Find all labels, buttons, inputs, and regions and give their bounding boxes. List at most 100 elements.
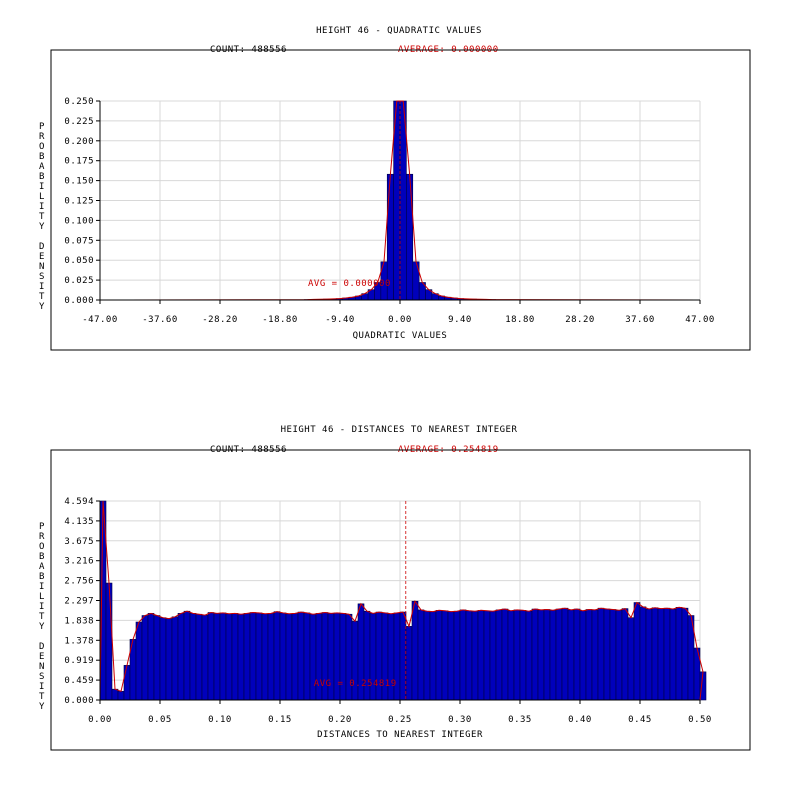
histogram-bar (291, 613, 299, 701)
chart1-title: HEIGHT 46 - QUADRATIC VALUES (316, 26, 482, 36)
histogram-bar (261, 613, 269, 701)
x-tick-label: -18.80 (262, 315, 298, 325)
y-tick-label: 0.025 (64, 276, 94, 286)
histogram-bar (406, 173, 414, 301)
x-tick-label: 0.30 (448, 715, 472, 725)
y-tick-label: 4.135 (64, 517, 94, 527)
histogram-bar (615, 610, 623, 701)
histogram-bar (471, 610, 479, 701)
x-tick-label: 0.05 (148, 715, 172, 725)
x-tick-label: -28.20 (202, 315, 238, 325)
x-tick-label: 18.80 (505, 315, 535, 325)
histogram-bar (297, 611, 305, 701)
histogram-bar (609, 609, 617, 701)
histogram-bar (447, 611, 455, 701)
y-tick-label: 0.225 (64, 117, 94, 127)
y-axis-label-char: B (39, 552, 45, 562)
y-tick-label: 3.216 (64, 557, 94, 567)
plot-layer: -47.00 -37.60 -28.20 -18.80 -9.40 0.00 9.40 18.… (39, 97, 715, 725)
histogram-bar (399, 611, 407, 701)
x-tick-label: -47.00 (82, 315, 118, 325)
histogram-bar (645, 608, 653, 701)
y-axis-label-char: S (39, 672, 45, 682)
histogram-bar (279, 612, 287, 701)
histogram-bar (441, 610, 449, 701)
histogram-bar (435, 610, 443, 701)
histogram-bar (405, 626, 413, 701)
y-axis-label-char: I (39, 202, 45, 212)
chart1-x-axis-label: QUADRATIC VALUES (353, 331, 448, 341)
y-tick-label: 0.125 (64, 197, 94, 207)
y-tick-label: 1.838 (64, 616, 94, 626)
y-axis-label-char: D (39, 642, 45, 652)
histogram-bar (273, 611, 281, 701)
x-tick-label: 28.20 (565, 315, 595, 325)
x-tick-label: 0.20 (328, 715, 352, 725)
histogram-bar (105, 582, 113, 701)
x-tick-label: 0.15 (268, 715, 292, 725)
histogram-bar (123, 665, 131, 701)
y-tick-label: 0.919 (64, 656, 94, 666)
histogram-bar (117, 691, 125, 701)
y-axis-label-char: R (39, 132, 45, 142)
y-tick-label: 0.250 (64, 97, 94, 107)
histogram-bar (171, 616, 179, 701)
histogram-bar (189, 613, 197, 701)
average-annotation: AVG = 0.000000 (308, 279, 391, 289)
histogram-bar (621, 608, 629, 701)
y-tick-label: 3.675 (64, 537, 94, 547)
y-tick-label: 0.075 (64, 236, 94, 246)
y-axis-label-char: A (39, 162, 45, 172)
y-axis-label-char: I (39, 582, 45, 592)
y-tick-label: 1.378 (64, 636, 94, 646)
histogram-bar (603, 608, 611, 701)
histogram-bar (513, 609, 521, 701)
x-tick-label: 47.00 (685, 315, 715, 325)
y-axis-label-char: Y (39, 302, 45, 312)
histogram-bar (303, 612, 311, 701)
chart2-plot: 0.00 0.05 0.10 0.15 0.20 0.25 0.30 0.35 0.40 0.45… (39, 497, 711, 725)
histogram-bar (561, 607, 569, 701)
y-tick-label: 2.756 (64, 577, 94, 587)
y-axis-label-char: Y (39, 702, 45, 712)
histogram-bar (585, 609, 593, 701)
histogram-bar (531, 608, 539, 701)
histogram-bar (417, 609, 425, 701)
histogram-bar (267, 613, 275, 701)
histogram-bar (249, 612, 257, 701)
histogram-bar (525, 610, 533, 701)
x-tick-label: 0.45 (628, 715, 652, 725)
y-tick-label: 4.594 (64, 497, 94, 507)
y-axis-label-char: Y (39, 622, 45, 632)
histogram-bar (459, 609, 467, 701)
histogram-bar (555, 608, 563, 701)
y-axis-label-char: T (39, 692, 45, 702)
y-axis-label-char: I (39, 602, 45, 612)
histogram-bar (195, 613, 203, 701)
x-tick-label: 0.00 (388, 315, 412, 325)
histogram-bar (633, 602, 641, 701)
x-tick-label: 0.35 (508, 715, 532, 725)
histogram-bar (489, 610, 497, 701)
histogram-bar (159, 617, 167, 701)
x-tick-label: 9.40 (448, 315, 472, 325)
y-tick-label: 0.050 (64, 256, 94, 266)
y-axis-label-char: P (39, 522, 45, 532)
histogram-bar (141, 615, 149, 701)
y-tick-label: 0.175 (64, 157, 94, 167)
y-tick-label: 0.200 (64, 137, 94, 147)
y-axis-label-char: T (39, 212, 45, 222)
histogram-bar (597, 607, 605, 701)
histogram-bar (669, 608, 677, 701)
histogram-bar (429, 611, 437, 701)
histogram-bar (663, 607, 671, 701)
chart2-x-axis-label: DISTANCES TO NEAREST INTEGER (317, 730, 483, 740)
histogram-bar (219, 612, 227, 701)
histogram-bar (567, 609, 575, 701)
chart1-frame (50, 49, 751, 351)
histogram-bar (453, 610, 461, 701)
histogram-bar (255, 612, 263, 701)
y-axis-label-char: E (39, 652, 45, 662)
histogram-bar (501, 608, 509, 701)
